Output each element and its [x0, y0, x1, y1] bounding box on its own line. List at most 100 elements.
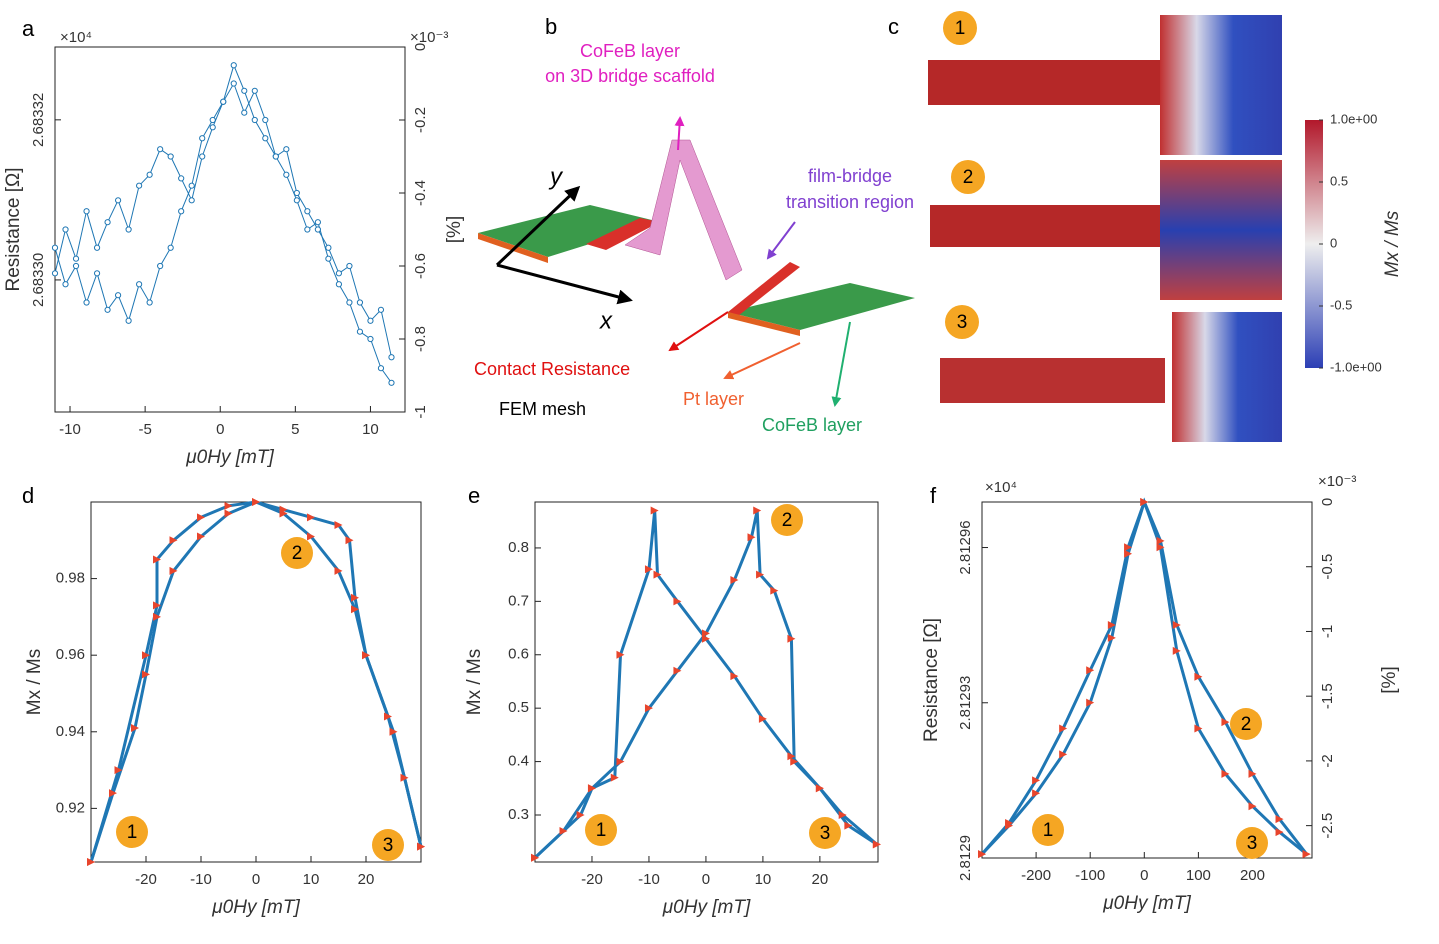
arrow — [723, 342, 801, 380]
marker — [367, 317, 374, 324]
x-tick-label: -20 — [135, 871, 157, 888]
marker — [1221, 769, 1230, 778]
y-tick-label: -2.5 — [1319, 813, 1336, 839]
marker — [279, 505, 288, 514]
marker — [136, 182, 143, 189]
marker — [293, 197, 300, 204]
marker — [417, 842, 425, 851]
panel-label: b — [545, 14, 557, 39]
marker — [653, 570, 662, 579]
marker — [252, 498, 260, 506]
marker — [346, 299, 353, 306]
y-multiplier: ×10⁴ — [60, 29, 92, 46]
marker — [314, 226, 321, 233]
marker — [114, 766, 123, 775]
colorbar-tick-label: -1.0e+00 — [1330, 359, 1382, 374]
marker — [345, 536, 354, 545]
marker — [283, 146, 290, 153]
plot-frame — [534, 501, 879, 863]
plot-frame — [981, 501, 1313, 859]
marker — [87, 858, 95, 866]
panel-label: a — [22, 16, 35, 41]
x-tick-label: 0 — [1140, 867, 1148, 884]
label: CoFeB layer — [762, 415, 862, 435]
label: CoFeB layer — [580, 41, 680, 61]
x-tick-label: 10 — [303, 871, 320, 888]
marker — [272, 153, 279, 160]
state-badge — [585, 814, 617, 846]
marker — [83, 208, 90, 215]
marker — [51, 244, 59, 251]
chart: d -20 -10 0 10 20 0.92 0.94 0.96 0.98 μ0Hy [mT] Mx … — [22, 483, 425, 918]
marker — [1107, 633, 1116, 642]
y-tick-label: 0.98 — [56, 570, 85, 587]
marker — [307, 532, 315, 541]
state-badge — [771, 504, 803, 536]
marker — [325, 255, 332, 262]
x-tick-label: 5 — [291, 421, 299, 438]
x-tick-label: -5 — [138, 421, 151, 438]
marker — [1124, 549, 1133, 558]
x-tick-label: -200 — [1021, 867, 1051, 884]
axis-name: y — [548, 163, 564, 190]
x-tick-label: 0 — [252, 871, 260, 888]
y-tick-label: 2.68332 — [30, 93, 47, 147]
marker — [307, 513, 315, 522]
marker — [1140, 498, 1149, 506]
chart: e -20 -10 0 10 20 0.3 0.4 0.5 0.6 0.7 0.8 μ0Hy [mT] M… — [464, 483, 881, 918]
marker — [787, 752, 796, 761]
y-tick-label: -1 — [412, 405, 429, 418]
state-number: 2 — [963, 167, 974, 188]
marker — [157, 262, 164, 270]
annotation: 3 — [820, 823, 831, 844]
marker — [587, 784, 596, 793]
state-number: 3 — [957, 312, 968, 333]
y2-multiplier: ×10⁻³ — [1318, 473, 1356, 490]
y-tick-label: 0.4 — [508, 753, 529, 770]
state-badge — [943, 11, 977, 45]
marker — [388, 379, 395, 386]
plot-frame — [54, 46, 406, 413]
y-tick-label: 0.3 — [508, 806, 529, 823]
chart: a -10 -5 0 5 10 2.68330 2.68332 0 -0.2 -0.4 -0.6 -0.… — [3, 16, 465, 468]
marker — [293, 189, 300, 197]
marker — [197, 532, 205, 541]
y-tick-label: 2.81296 — [957, 520, 974, 574]
x-tick-label: -20 — [581, 871, 603, 888]
chart: f -200 -100 0 100 200 2.8129 2.81293 2.81296 0 -0.… — [921, 473, 1400, 914]
marker — [1156, 543, 1165, 552]
marker — [747, 533, 756, 542]
axis-arrow — [496, 263, 633, 305]
y-tick-label: 0 — [1319, 498, 1336, 506]
marker — [644, 565, 653, 574]
marker — [400, 773, 409, 782]
marker — [616, 650, 625, 659]
marker — [1194, 724, 1203, 733]
y-tick-label: 0.5 — [508, 699, 529, 716]
panel-c: c Mx / Ms 1 2 3 1.0e+00 0.5 0 -0.5 -1.0e+00 — [888, 11, 1403, 442]
marker — [262, 135, 269, 142]
x-tick-label: 0 — [702, 871, 710, 888]
marker — [224, 501, 233, 510]
marker — [673, 666, 682, 675]
label: on 3D bridge scaffold — [545, 66, 715, 86]
marker — [72, 255, 80, 262]
y2-axis-label: [%] — [1379, 666, 1400, 693]
label: Contact Resistance — [474, 359, 630, 379]
y-axis-label: Mx / Ms — [464, 649, 485, 716]
marker — [701, 629, 710, 638]
marker — [531, 853, 539, 862]
state-badge — [809, 817, 841, 849]
y-tick-label: -0.5 — [1319, 554, 1336, 580]
y-tick-label: -0.4 — [412, 180, 429, 206]
y-tick-label: -2 — [1319, 754, 1336, 767]
marker — [199, 135, 206, 142]
y-tick-label: 0.7 — [508, 592, 529, 609]
marker — [1086, 666, 1095, 675]
y2-axis-label: [%] — [444, 216, 465, 243]
state-number: 1 — [955, 18, 966, 39]
strip — [928, 60, 1168, 105]
y-tick-label: 2.81293 — [957, 676, 974, 730]
pt-edge — [728, 312, 800, 336]
marker — [314, 219, 321, 226]
